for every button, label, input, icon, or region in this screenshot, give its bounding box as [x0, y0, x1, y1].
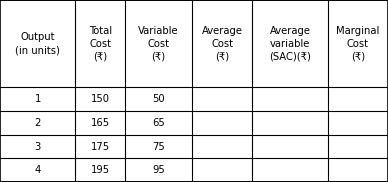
Bar — [75, 87, 125, 111]
Text: 3: 3 — [35, 142, 41, 151]
Text: 65: 65 — [152, 118, 165, 128]
Bar — [192, 0, 252, 87]
Bar — [125, 158, 192, 182]
Bar — [0, 87, 75, 111]
Bar — [252, 111, 327, 135]
Bar — [192, 111, 252, 135]
Bar — [0, 111, 75, 135]
Bar — [0, 158, 75, 182]
Text: 4: 4 — [35, 165, 41, 175]
Bar — [252, 135, 327, 158]
Bar — [252, 158, 327, 182]
Text: Output
(in units): Output (in units) — [15, 32, 60, 55]
Bar — [327, 0, 388, 87]
Bar — [252, 87, 327, 111]
Text: Marginal
Cost
(₹): Marginal Cost (₹) — [336, 26, 379, 62]
Text: 1: 1 — [35, 94, 41, 104]
Text: 150: 150 — [91, 94, 110, 104]
Text: 50: 50 — [152, 94, 165, 104]
Text: Total
Cost
(₹): Total Cost (₹) — [89, 26, 112, 62]
Bar — [327, 87, 388, 111]
Bar — [0, 0, 75, 87]
Text: 95: 95 — [152, 165, 165, 175]
Text: 175: 175 — [91, 142, 110, 151]
Text: 75: 75 — [152, 142, 165, 151]
Text: Variable
Cost
(₹): Variable Cost (₹) — [138, 26, 179, 62]
Text: 195: 195 — [91, 165, 110, 175]
Bar — [192, 158, 252, 182]
Bar — [125, 135, 192, 158]
Bar — [125, 111, 192, 135]
Text: 2: 2 — [35, 118, 41, 128]
Bar — [0, 135, 75, 158]
Bar — [192, 135, 252, 158]
Bar — [125, 0, 192, 87]
Bar — [75, 135, 125, 158]
Text: Average
Cost
(₹): Average Cost (₹) — [201, 26, 242, 62]
Text: Average
variable
(SAC)(₹): Average variable (SAC)(₹) — [269, 26, 311, 62]
Bar — [327, 111, 388, 135]
Bar — [75, 0, 125, 87]
Bar — [75, 158, 125, 182]
Bar — [327, 135, 388, 158]
Bar — [327, 158, 388, 182]
Bar — [192, 87, 252, 111]
Bar — [75, 111, 125, 135]
Text: 165: 165 — [91, 118, 110, 128]
Bar — [125, 87, 192, 111]
Bar — [252, 0, 327, 87]
